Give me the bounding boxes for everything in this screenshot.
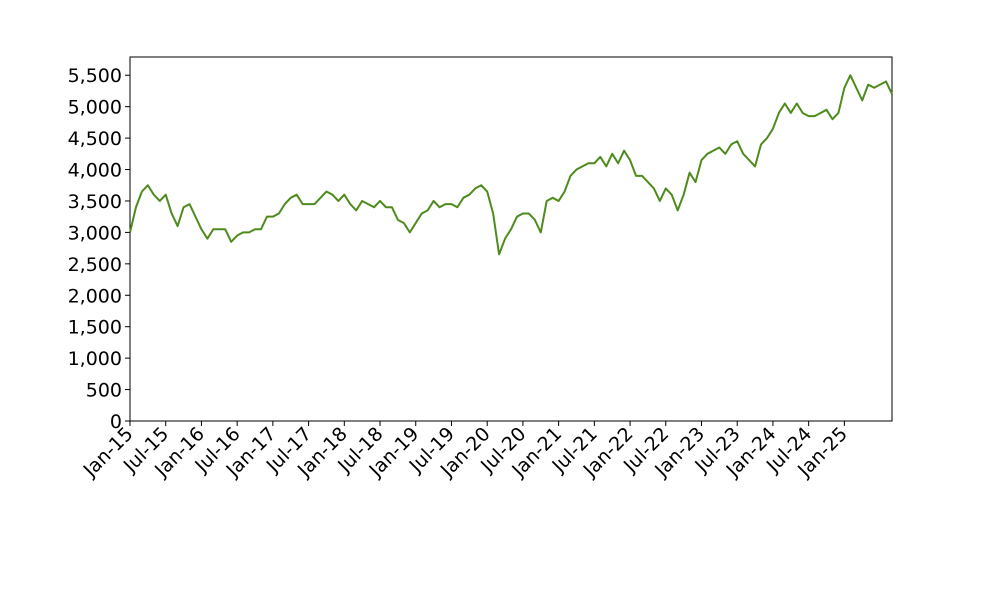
y-tick-label: 4,000 (68, 160, 122, 182)
y-tick-label: 3,000 (68, 222, 122, 244)
line (129, 74, 893, 256)
y-tick-label: 5,500 (68, 65, 122, 87)
y-tick-label: 1,500 (68, 317, 122, 339)
y-tick-label: 3,500 (68, 191, 122, 213)
plot-frame (129, 56, 893, 422)
y-tick-label: 5,000 (68, 97, 122, 119)
y-tick-label: 0 (110, 411, 122, 433)
y-tick-label: 1,000 (68, 348, 122, 370)
y-tick-label: 500 (86, 380, 122, 402)
y-tick-label: 2,500 (68, 254, 122, 276)
y-tick-label: 4,500 (68, 128, 122, 150)
y-tick-label: 2,000 (68, 285, 122, 307)
